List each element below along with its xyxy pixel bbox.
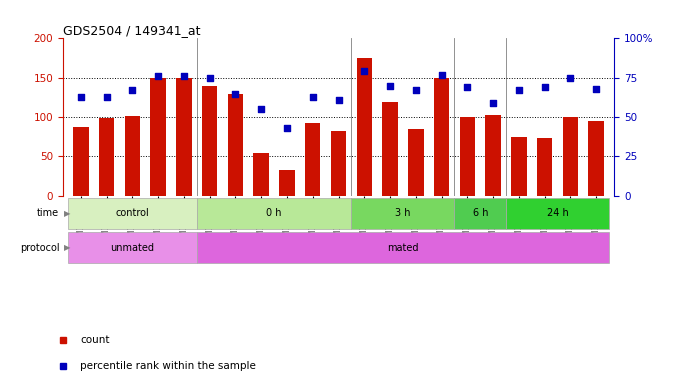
Bar [383,102,398,196]
Text: GDS2504 / 149341_at: GDS2504 / 149341_at [63,24,200,37]
Point [127,87,138,93]
Bar [228,94,243,196]
Point [591,86,602,92]
Bar [151,78,166,196]
Bar [454,197,506,228]
Point [462,84,473,90]
Bar [357,58,372,196]
Bar [99,118,114,196]
Bar [253,152,269,196]
Point [204,74,215,81]
Point [539,84,550,90]
Text: 6 h: 6 h [473,208,488,218]
Bar [537,137,552,196]
Bar [588,121,604,196]
Bar [202,86,217,196]
Text: 0 h: 0 h [267,208,282,218]
Point [333,97,344,103]
Bar [73,127,89,196]
Bar [408,129,424,196]
Text: mated: mated [387,243,419,253]
Point [255,106,267,112]
Bar [305,122,320,196]
Point [75,94,87,100]
Point [281,125,292,131]
Bar [434,78,450,196]
Text: control: control [115,208,149,218]
Point [565,74,576,81]
Point [385,83,396,89]
Point [179,73,190,79]
Point [436,71,447,78]
Bar [563,117,578,196]
Bar [331,131,346,196]
Text: ▶: ▶ [64,243,70,252]
Bar [511,137,526,196]
Point [153,73,164,79]
Bar [506,197,609,228]
Bar [197,197,351,228]
Text: unmated: unmated [110,243,154,253]
Bar [176,78,192,196]
Point [307,94,318,100]
Point [487,100,498,106]
Point [513,87,524,93]
Bar [485,115,501,196]
Point [230,91,241,97]
Text: 24 h: 24 h [547,208,568,218]
Text: 3 h: 3 h [395,208,410,218]
Bar [279,170,295,196]
Point [410,87,422,93]
Text: protocol: protocol [20,243,59,253]
Bar [68,232,197,263]
Bar [68,197,197,228]
Bar [460,117,475,196]
Text: percentile rank within the sample: percentile rank within the sample [80,361,256,371]
Bar [197,232,609,263]
Bar [351,197,454,228]
Text: ▶: ▶ [64,209,70,218]
Point [359,68,370,74]
Text: time: time [37,208,59,218]
Point [101,94,112,100]
Bar [125,116,140,196]
Text: count: count [80,335,110,345]
